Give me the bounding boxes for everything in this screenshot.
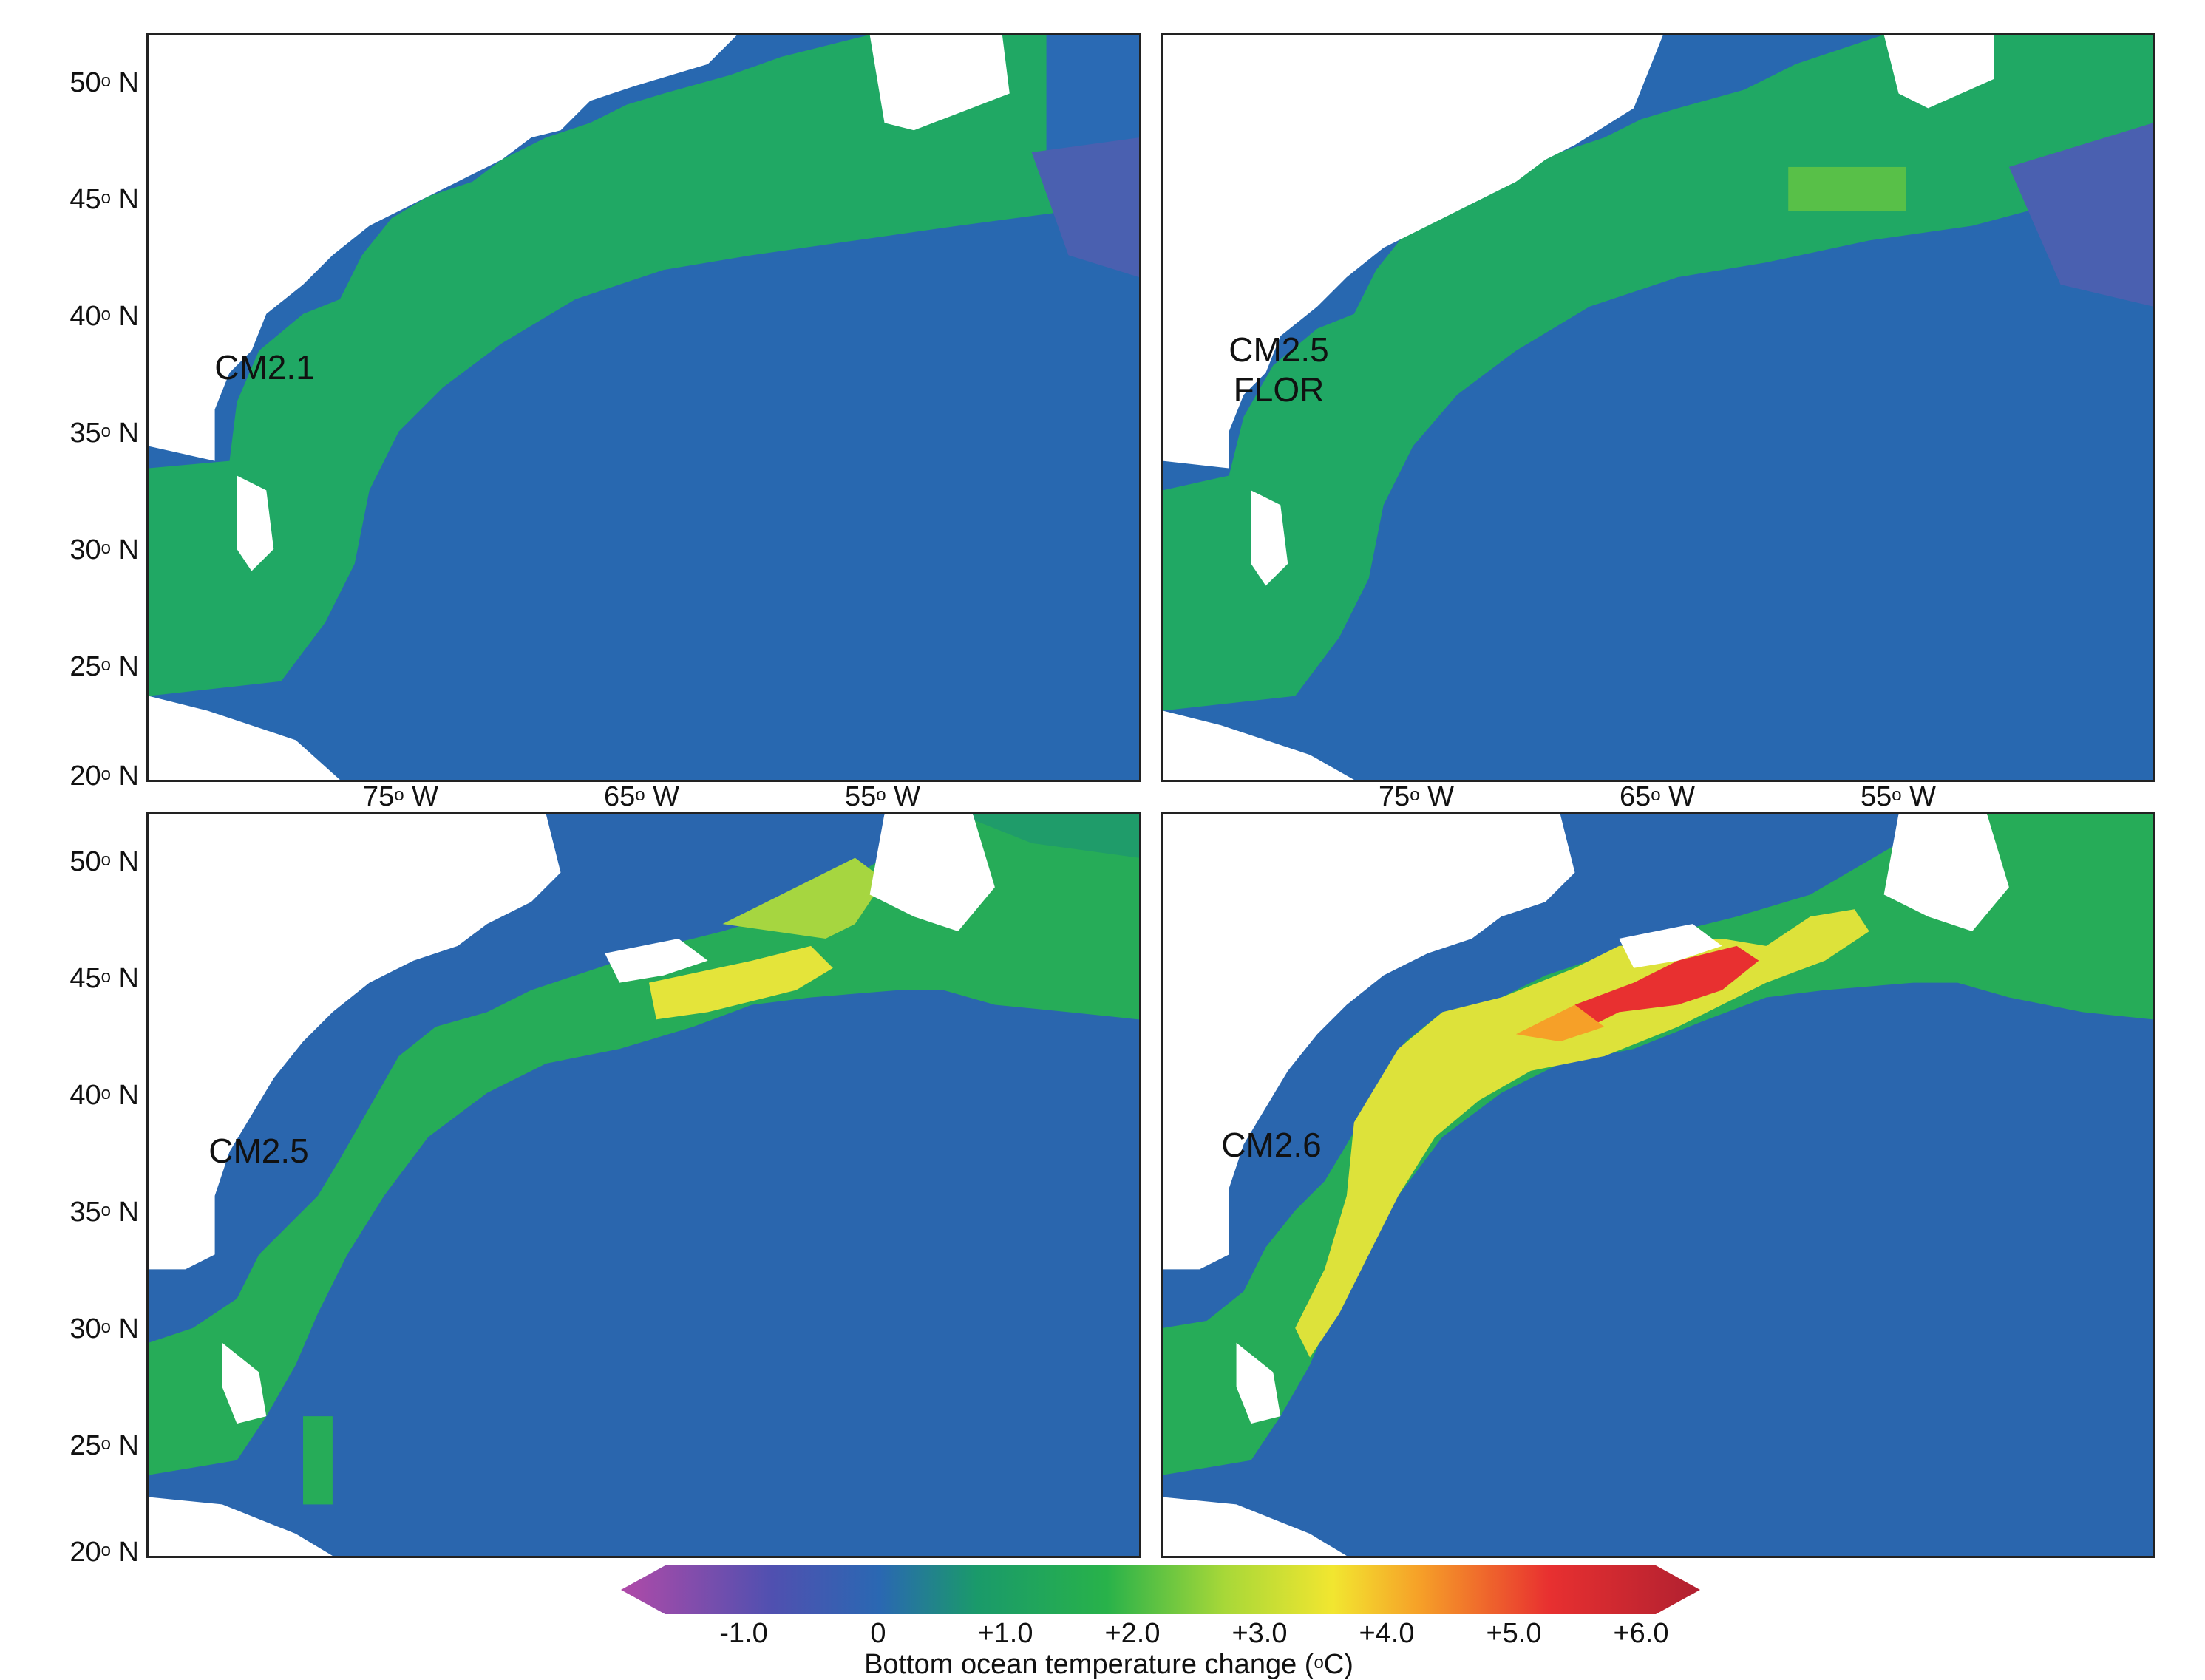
colorbar-tick: +1.0 (977, 1618, 1033, 1649)
map-cm25-flor (1163, 35, 2153, 780)
lat-label: 45o N (69, 184, 139, 215)
lat-label: 35o N (69, 418, 139, 449)
colorbar-tick: +4.0 (1359, 1618, 1415, 1649)
colorbar-tick: -1.0 (719, 1618, 768, 1649)
lon-label: 55o W (844, 781, 921, 812)
panel-label-cm25-flor: CM2.5 FLOR (1205, 330, 1353, 409)
lat-label: 30o N (69, 534, 139, 565)
panel-label-cm25-flor-line1: CM2.5 (1229, 330, 1329, 369)
lon-label: 65o W (603, 781, 680, 812)
map-panel-cm26 (1161, 812, 2155, 1558)
lon-label: 65o W (1619, 781, 1696, 812)
panel-label-cm25: CM2.5 (185, 1131, 333, 1171)
lat-label: 50o N (69, 67, 139, 98)
colorbar-tick: +5.0 (1486, 1618, 1542, 1649)
panel-label-cm21-line1: CM2.1 (214, 348, 315, 387)
panel-label-cm26: CM2.6 (1197, 1125, 1345, 1165)
panel-label-cm21: CM2.1 (191, 347, 339, 387)
lat-label: 20o N (69, 761, 139, 792)
lat-label: 30o N (69, 1313, 139, 1344)
lat-label: 25o N (69, 651, 139, 682)
map-cm25 (149, 814, 1139, 1556)
colorbar-title: Bottom ocean temperature change (oC) (864, 1649, 1353, 1680)
lat-label: 45o N (69, 963, 139, 994)
colorbar (621, 1565, 1700, 1614)
map-panel-cm25 (146, 812, 1141, 1558)
colorbar-tick: 0 (870, 1618, 886, 1649)
lat-label: 25o N (69, 1430, 139, 1461)
panel-label-cm25-line1: CM2.5 (208, 1132, 309, 1170)
lat-label: 40o N (69, 1080, 139, 1111)
panel-label-cm25-flor-line2: FLOR (1233, 370, 1325, 409)
map-cm26 (1163, 814, 2153, 1556)
lat-label: 40o N (69, 301, 139, 332)
colorbar-tick: +3.0 (1231, 1618, 1288, 1649)
colorbar-tick: +2.0 (1104, 1618, 1161, 1649)
lon-label: 55o W (1860, 781, 1937, 812)
map-panel-cm25-flor (1161, 33, 2155, 782)
map-panel-cm21 (146, 33, 1141, 782)
panel-label-cm26-line1: CM2.6 (1221, 1126, 1322, 1164)
lon-label: 75o W (362, 781, 439, 812)
map-cm21 (149, 35, 1139, 780)
colorbar-tick: +6.0 (1613, 1618, 1669, 1649)
lat-label: 50o N (69, 846, 139, 877)
colorbar-body (621, 1565, 1700, 1614)
lat-label: 20o N (69, 1537, 139, 1568)
lat-label: 35o N (69, 1197, 139, 1228)
lon-label: 75o W (1378, 781, 1455, 812)
